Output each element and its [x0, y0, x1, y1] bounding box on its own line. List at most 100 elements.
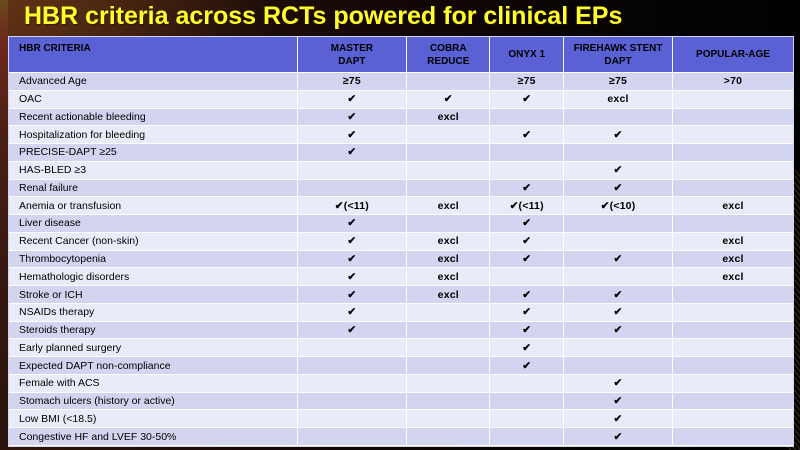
value-cell [564, 108, 673, 127]
hbr-table: HBR CRITERIA MASTER DAPT COBRA REDUCE ONYX 1 F… [8, 36, 794, 447]
value-cell [564, 357, 673, 375]
column-header: COBRA REDUCE [407, 37, 491, 73]
column-header-line: ONYX 1 [508, 49, 546, 60]
criteria-cell: Thrombocytopenia [9, 250, 298, 269]
value-cell [490, 392, 565, 411]
criteria-cell: NSAIDs therapy [9, 303, 298, 322]
value-cell: ✔ [490, 250, 565, 269]
value-cell: ✔ [564, 161, 673, 180]
value-cell [407, 374, 491, 393]
value-cell [407, 179, 491, 198]
value-cell: ✔ [407, 90, 491, 109]
value-cell: ✔ [490, 179, 565, 198]
value-cell: ✔ [490, 339, 565, 358]
value-cell [297, 374, 408, 393]
value-cell [564, 215, 673, 233]
slide-title: HBR criteria across RCTs powered for cli… [24, 2, 623, 30]
value-cell: ✔ [490, 357, 565, 375]
value-cell [297, 392, 408, 411]
value-cell: excl [673, 250, 793, 269]
value-cell [673, 161, 793, 180]
value-cell: excl [564, 90, 673, 109]
value-cell: ✔ [564, 392, 673, 411]
value-cell: ✔ [490, 215, 565, 233]
criteria-cell: Recent Cancer (non-skin) [9, 232, 298, 251]
value-cell: >70 [673, 73, 793, 91]
column-header: ONYX 1 [490, 37, 565, 73]
value-cell [297, 357, 408, 375]
criteria-cell: Hospitalization for bleeding [9, 126, 298, 145]
value-cell [490, 144, 565, 162]
value-cell: ✔ [297, 303, 408, 322]
value-cell: excl [407, 286, 491, 304]
value-cell: ≥75 [297, 73, 408, 91]
value-cell [490, 108, 565, 127]
criteria-cell: Renal failure [9, 179, 298, 198]
value-cell [564, 268, 673, 287]
value-cell: excl [407, 108, 491, 127]
column-header-line: FIREHAWK STENT [573, 42, 663, 54]
value-cell [673, 321, 793, 340]
value-cell: ✔ [297, 144, 408, 162]
value-cell: ✔ [297, 321, 408, 340]
value-cell: excl [407, 232, 491, 251]
value-cell [673, 144, 793, 162]
value-cell: ✔ [564, 179, 673, 198]
value-cell [407, 410, 491, 429]
criteria-cell: Recent actionable bleeding [9, 108, 298, 127]
value-cell: ✔ [297, 232, 408, 251]
column-header: FIREHAWK STENT DAPT [564, 37, 673, 73]
column-header-line: HBR CRITERIA [19, 43, 91, 54]
criteria-cell: Anemia or transfusion [9, 197, 298, 216]
criteria-cell: Hemathologic disorders [9, 268, 298, 287]
value-cell [297, 339, 408, 358]
value-cell [490, 410, 565, 429]
value-cell: ✔ [564, 126, 673, 145]
value-cell: ✔ [297, 250, 408, 269]
value-cell: ✔ [564, 428, 673, 446]
value-cell [673, 410, 793, 429]
value-cell: ✔ [297, 268, 408, 287]
value-cell: ✔ [564, 410, 673, 429]
value-cell: ✔ [297, 215, 408, 233]
value-cell: excl [673, 232, 793, 251]
value-cell: ≥75 [490, 73, 565, 91]
column-header: MASTER DAPT [297, 37, 408, 73]
value-cell [490, 161, 565, 180]
value-cell [490, 374, 565, 393]
value-cell [297, 161, 408, 180]
value-cell: ✔ [564, 303, 673, 322]
value-cell [407, 161, 491, 180]
criteria-cell: Expected DAPT non-compliance [9, 357, 298, 375]
value-cell: ✔ [490, 126, 565, 145]
column-header-line: DAPT [604, 55, 632, 67]
value-cell: excl [407, 197, 491, 216]
criteria-cell: Steroids therapy [9, 321, 298, 340]
value-cell [490, 268, 565, 287]
value-cell: ✔(<10) [564, 197, 673, 216]
criteria-cell: HAS-BLED ≥3 [9, 161, 298, 180]
value-cell [407, 321, 491, 340]
criteria-cell: Stroke or ICH [9, 286, 298, 304]
value-cell: ✔ [564, 250, 673, 269]
criteria-cell: OAC [9, 90, 298, 109]
value-cell [407, 126, 491, 145]
value-cell [297, 410, 408, 429]
value-cell [673, 374, 793, 393]
value-cell [407, 144, 491, 162]
value-cell [297, 428, 408, 446]
value-cell [673, 392, 793, 411]
value-cell: ✔ [490, 303, 565, 322]
value-cell: ✔(<11) [297, 197, 408, 216]
value-cell: ✔ [297, 126, 408, 145]
value-cell: excl [673, 197, 793, 216]
value-cell: ✔ [490, 321, 565, 340]
value-cell [407, 428, 491, 446]
value-cell: ✔ [297, 90, 408, 109]
value-cell [564, 232, 673, 251]
criteria-cell: Stomach ulcers (history or active) [9, 392, 298, 411]
value-cell [564, 144, 673, 162]
criteria-cell: PRECISE-DAPT ≥25 [9, 144, 298, 162]
criteria-cell: Advanced Age [9, 73, 298, 91]
